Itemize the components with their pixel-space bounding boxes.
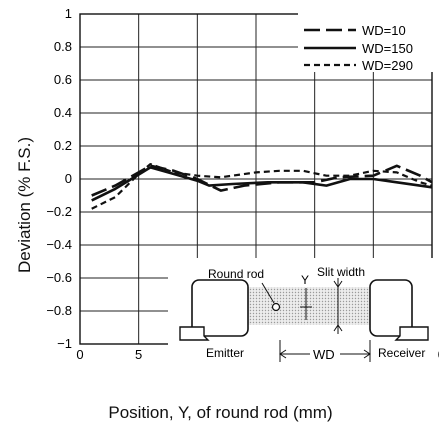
series-line-wd150 (91, 166, 433, 202)
y-tick-label: −1 (57, 336, 72, 351)
slit-width-arrow-top (333, 280, 343, 288)
slit-width-arrow-bottom (333, 324, 343, 332)
y-tick-label: −0.4 (46, 237, 72, 252)
legend: WD=10 WD=150 WD=290 (298, 8, 438, 73)
y-label: Y (301, 273, 309, 287)
x-tick-label: 0 (76, 347, 83, 362)
wd-label: WD (313, 347, 335, 362)
series-line-wd290 (91, 163, 433, 210)
series-line-wd10 (91, 164, 433, 197)
x-axis-label: Position, Y, of round rod (mm) (108, 403, 333, 422)
light-beam (246, 287, 372, 325)
y-tick-label: 0.6 (54, 72, 72, 87)
y-tick-label: 1 (65, 6, 72, 21)
emitter-body (191, 279, 249, 337)
y-axis-label: Deviation (% F.S.) (15, 136, 34, 274)
y-tick-label: −0.8 (46, 303, 72, 318)
round-rod-leader (261, 282, 275, 304)
legend-label-wd10: WD=10 (362, 23, 406, 38)
y-tick-label: 0 (65, 171, 72, 186)
receiver-body (369, 279, 413, 337)
legend-label-wd150: WD=150 (362, 41, 413, 56)
emitter-mount (179, 326, 210, 341)
round-rod (271, 302, 281, 312)
y-tick-label: −0.6 (46, 270, 72, 285)
receiver-mount (394, 326, 429, 341)
slit-width-label: Slit width (317, 265, 365, 279)
emitter-label: Emitter (206, 346, 244, 360)
y-tick-label: 0.4 (54, 105, 72, 120)
y-axis-label-container: Deviation (% F.S.) (10, 40, 40, 370)
series-lines (91, 163, 433, 210)
sensor-setup-diagram: Round rod Y Slit width WD Emitter Receiv… (168, 258, 438, 370)
receiver-label: Receiver (378, 346, 425, 360)
legend-label-wd290: WD=290 (362, 58, 413, 73)
y-tick-label: 0.2 (54, 138, 72, 153)
x-tick-label: 5 (135, 347, 142, 362)
round-rod-label: Round rod (208, 267, 264, 281)
y-tick-label: 0.8 (54, 39, 72, 54)
legend-background (298, 8, 438, 72)
y-tick-label: −0.2 (46, 204, 72, 219)
